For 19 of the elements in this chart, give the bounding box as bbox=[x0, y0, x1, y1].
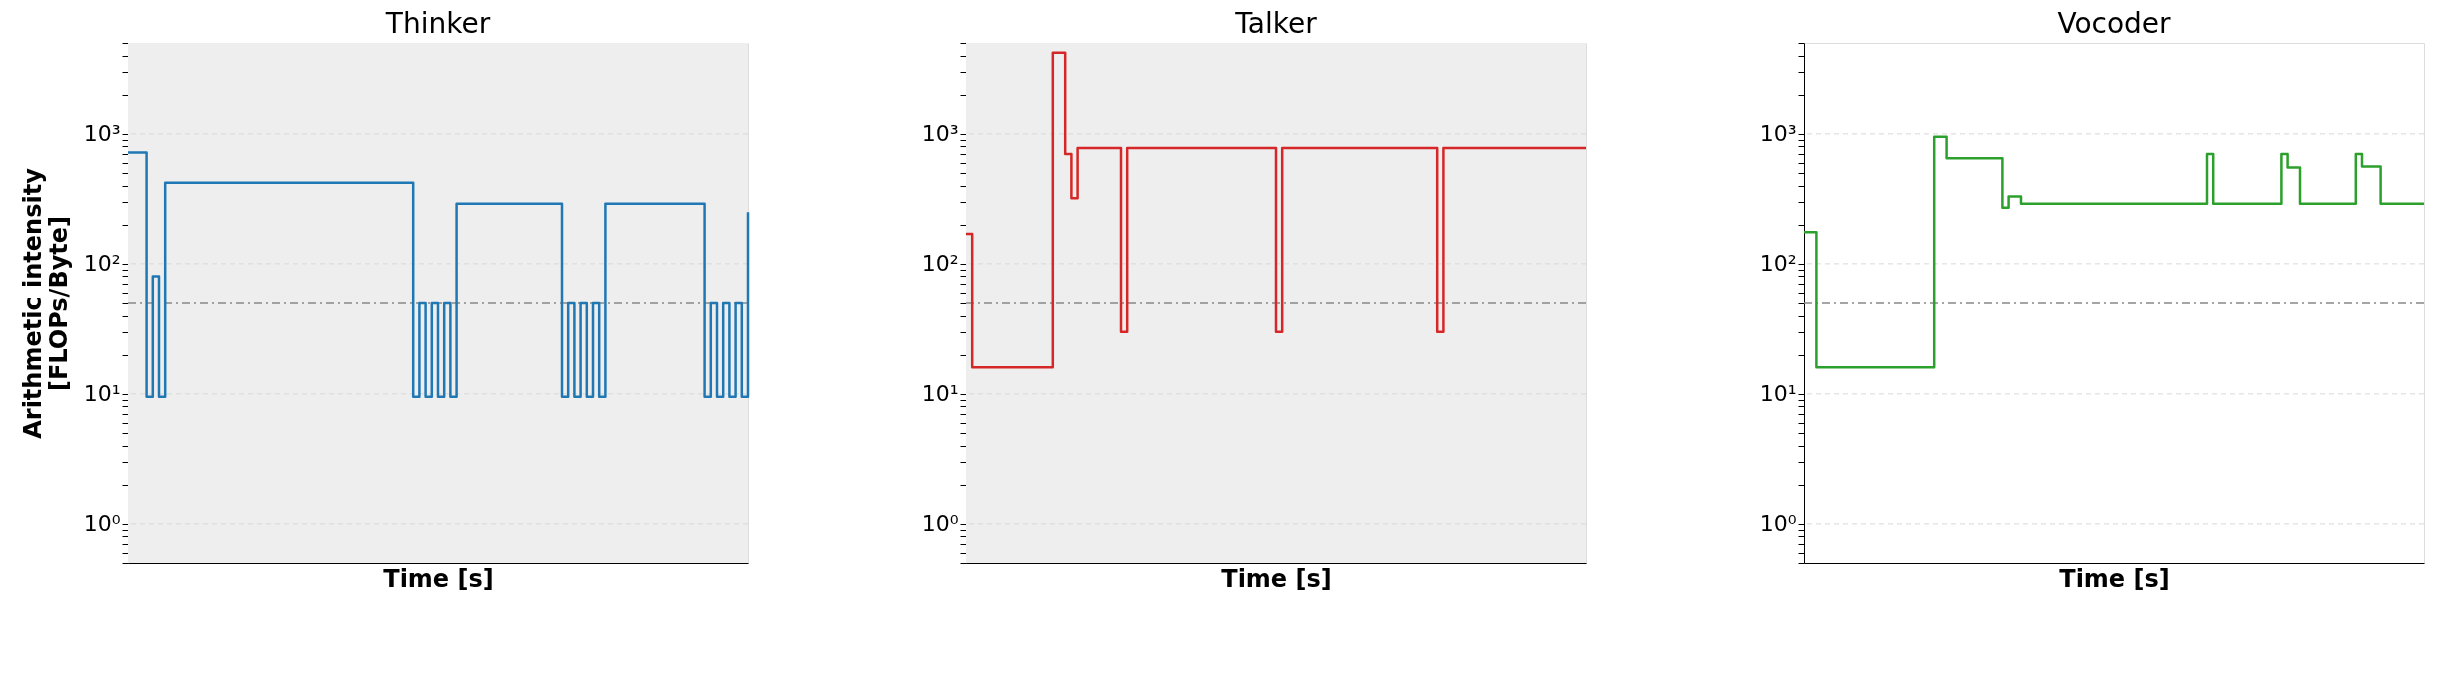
y-tick-label: 10¹ bbox=[1759, 381, 1797, 407]
chart-title: Thinker bbox=[384, 6, 491, 40]
y-tick-label: 10² bbox=[1759, 251, 1797, 277]
chart-title: Talker bbox=[1234, 6, 1318, 40]
y-tick-label: 10³ bbox=[83, 121, 121, 147]
y-tick-label: 10³ bbox=[1759, 121, 1797, 147]
x-axis-title: Time [s] bbox=[1221, 564, 1332, 593]
chart-title: Vocoder bbox=[2057, 6, 2172, 40]
y-tick-label: 10⁰ bbox=[1759, 511, 1797, 537]
y-tick-label: 10³ bbox=[921, 121, 959, 147]
x-axis-title: Time [s] bbox=[2059, 564, 2170, 593]
y-axis-title: Arithmetic intensity [FLOPs/Byte] bbox=[18, 167, 73, 439]
y-tick-label: 10⁰ bbox=[921, 511, 959, 537]
y-tick-label: 10⁰ bbox=[83, 511, 121, 537]
y-tick-label: 10¹ bbox=[83, 381, 121, 407]
x-axis-title: Time [s] bbox=[383, 564, 494, 593]
y-tick-label: 10² bbox=[921, 251, 959, 277]
y-tick-label: 10² bbox=[83, 251, 121, 277]
y-tick-label: 10¹ bbox=[921, 381, 959, 407]
